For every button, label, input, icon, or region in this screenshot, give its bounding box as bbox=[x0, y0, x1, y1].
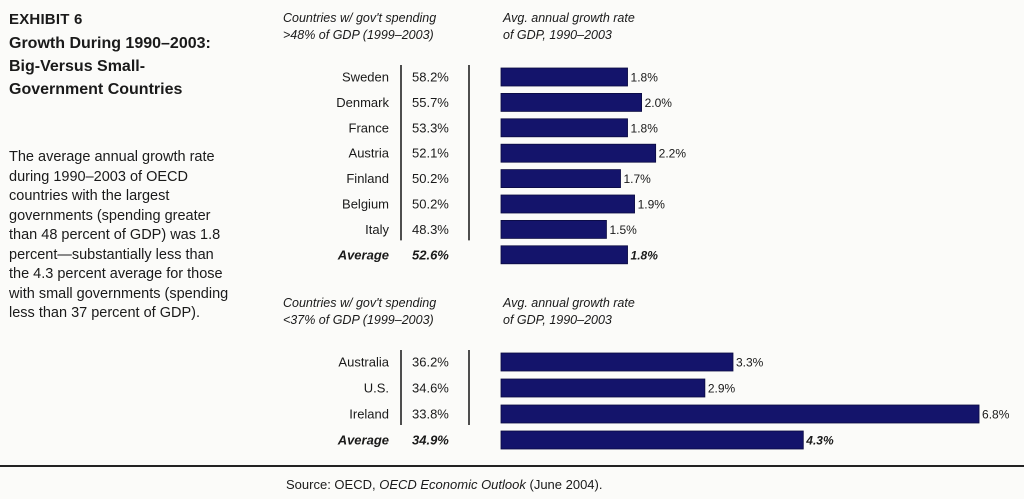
growth-value-label: 1.9% bbox=[638, 198, 666, 212]
average-growth-bar bbox=[500, 430, 804, 450]
growth-value-label: 1.7% bbox=[624, 172, 652, 186]
spending-header-line2: <37% of GDP (1999–2003) bbox=[283, 313, 434, 327]
growth-header-line1: Avg. annual growth rate bbox=[502, 11, 635, 25]
growth-header-line2: of GDP, 1990–2003 bbox=[503, 28, 612, 42]
spending-value: 53.3% bbox=[412, 120, 449, 135]
source-title: OECD Economic Outlook bbox=[379, 477, 526, 492]
spending-value: 36.2% bbox=[412, 355, 449, 370]
growth-bar bbox=[500, 169, 621, 189]
spending-value: 50.2% bbox=[412, 171, 449, 186]
growth-bar bbox=[500, 93, 643, 112]
country-label: Austria bbox=[349, 146, 390, 161]
growth-bar bbox=[500, 194, 635, 214]
spending-value: 55.7% bbox=[412, 95, 449, 110]
spending-value: 48.3% bbox=[412, 222, 449, 237]
spending-value: 58.2% bbox=[412, 70, 449, 85]
spending-value: 52.6% bbox=[412, 247, 449, 262]
spending-value: 52.1% bbox=[412, 146, 449, 161]
source-prefix: Source: OECD, bbox=[286, 477, 380, 492]
spending-value: 33.8% bbox=[412, 407, 449, 422]
growth-bar bbox=[500, 143, 657, 163]
spending-value: 34.9% bbox=[412, 433, 449, 448]
exhibit-description: The average annual growth rate during 19… bbox=[9, 149, 229, 321]
growth-bar bbox=[500, 118, 628, 138]
growth-header-line2: of GDP, 1990–2003 bbox=[503, 313, 612, 327]
average-label: Average bbox=[337, 433, 389, 448]
country-label: U.S. bbox=[364, 381, 389, 396]
bottom-rule bbox=[0, 465, 1024, 467]
spending-header-line2: >48% of GDP (1999–2003) bbox=[283, 28, 434, 42]
growth-value-label: 1.8% bbox=[631, 248, 659, 262]
growth-value-label: 4.3% bbox=[805, 434, 834, 448]
source-suffix: (June 2004). bbox=[525, 477, 603, 492]
growth-bar bbox=[500, 219, 607, 239]
growth-bar bbox=[500, 404, 980, 424]
country-label: Denmark bbox=[336, 95, 389, 110]
country-label: Italy bbox=[365, 222, 389, 237]
growth-value-label: 1.5% bbox=[609, 223, 637, 237]
growth-value-label: 1.8% bbox=[631, 71, 659, 85]
spending-header-line1: Countries w/ gov't spending bbox=[283, 11, 436, 25]
growth-bar-chart: Countries w/ gov't spending >48% of GDP (… bbox=[283, 11, 1010, 450]
growth-value-label: 2.2% bbox=[659, 147, 687, 161]
growth-bar bbox=[500, 378, 706, 398]
growth-value-label: 6.8% bbox=[982, 408, 1010, 422]
country-label: Belgium bbox=[342, 197, 389, 212]
average-label: Average bbox=[337, 247, 389, 262]
growth-value-label: 2.9% bbox=[708, 382, 736, 396]
country-label: Ireland bbox=[349, 407, 389, 422]
spending-value: 34.6% bbox=[412, 381, 449, 396]
country-label: Sweden bbox=[342, 70, 389, 85]
country-label: France bbox=[349, 120, 389, 135]
growth-value-label: 2.0% bbox=[645, 96, 673, 110]
spending-header-line1: Countries w/ gov't spending bbox=[283, 296, 436, 310]
exhibit-title: Growth During 1990–2003: Big-Versus Smal… bbox=[9, 35, 211, 98]
growth-value-label: 3.3% bbox=[736, 356, 764, 370]
growth-header-line1: Avg. annual growth rate bbox=[502, 296, 635, 310]
source-note: Source: OECD, OECD Economic Outlook (Jun… bbox=[286, 477, 602, 492]
country-label: Australia bbox=[338, 355, 389, 370]
growth-value-label: 1.8% bbox=[631, 121, 659, 135]
country-label: Finland bbox=[346, 171, 389, 186]
average-growth-bar bbox=[500, 245, 628, 265]
growth-bar bbox=[500, 67, 628, 87]
spending-value: 50.2% bbox=[412, 197, 449, 212]
exhibit-label: EXHIBIT 6 bbox=[9, 11, 83, 28]
growth-bar bbox=[500, 352, 734, 372]
